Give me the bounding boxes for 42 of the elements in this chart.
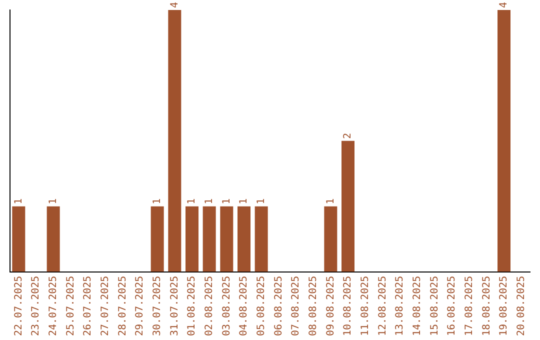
x-tick-label: 12.08.2025: [377, 276, 388, 336]
x-tick-label: 02.08.2025: [204, 276, 215, 336]
x-tick-label: 26.07.2025: [82, 276, 94, 336]
x-tick-label: 28.07.2025: [117, 276, 128, 336]
x-tick-label: 06.08.2025: [273, 276, 284, 336]
data-label: 1: [325, 198, 336, 204]
x-tick-label: 14.08.2025: [412, 276, 423, 336]
x-tick-label: 27.07.2025: [100, 276, 111, 336]
data-label: 1: [204, 198, 215, 204]
data-label: 4: [169, 2, 180, 8]
x-tick-label: 29.07.2025: [134, 276, 146, 336]
x-tick-label: 23.07.2025: [30, 276, 42, 336]
x-tick-label: 10.08.2025: [342, 276, 354, 336]
x-tick-label: 20.08.2025: [516, 276, 527, 336]
x-tick-label: 16.08.2025: [446, 276, 458, 336]
data-label: 1: [256, 198, 267, 204]
x-tick-label: 24.07.2025: [48, 276, 59, 336]
data-label: 1: [238, 198, 250, 204]
x-tick-label: 17.08.2025: [464, 276, 475, 336]
x-tick-label: 01.08.2025: [186, 276, 198, 336]
x-tick-label: 30.07.2025: [152, 276, 163, 336]
data-label: 1: [48, 198, 59, 204]
x-tick-label: 15.08.2025: [429, 276, 440, 336]
x-tick-label: 08.08.2025: [308, 276, 319, 336]
x-tick-label: 25.07.2025: [65, 276, 76, 336]
data-label: 2: [342, 132, 354, 139]
x-tick-label: 19.08.2025: [498, 276, 510, 336]
data-label: 1: [221, 198, 232, 204]
x-tick-label: 05.08.2025: [256, 276, 267, 336]
data-label: 4: [498, 2, 510, 8]
data-label: 1: [152, 198, 163, 204]
x-tick-label: 31.07.2025: [169, 276, 180, 336]
x-tick-label: 22.07.2025: [13, 276, 24, 336]
x-tick-label: 07.08.2025: [290, 276, 302, 336]
x-tick-label: 18.08.2025: [481, 276, 492, 336]
x-tick-label: 03.08.2025: [221, 276, 232, 336]
x-tick-label: 13.08.2025: [394, 276, 406, 336]
x-tick-label: 09.08.2025: [325, 276, 336, 336]
data-label: 1: [13, 198, 24, 204]
x-tick-label: 11.08.2025: [360, 276, 371, 336]
x-tick-label: 04.08.2025: [238, 276, 250, 336]
data-label: 1: [186, 198, 198, 204]
